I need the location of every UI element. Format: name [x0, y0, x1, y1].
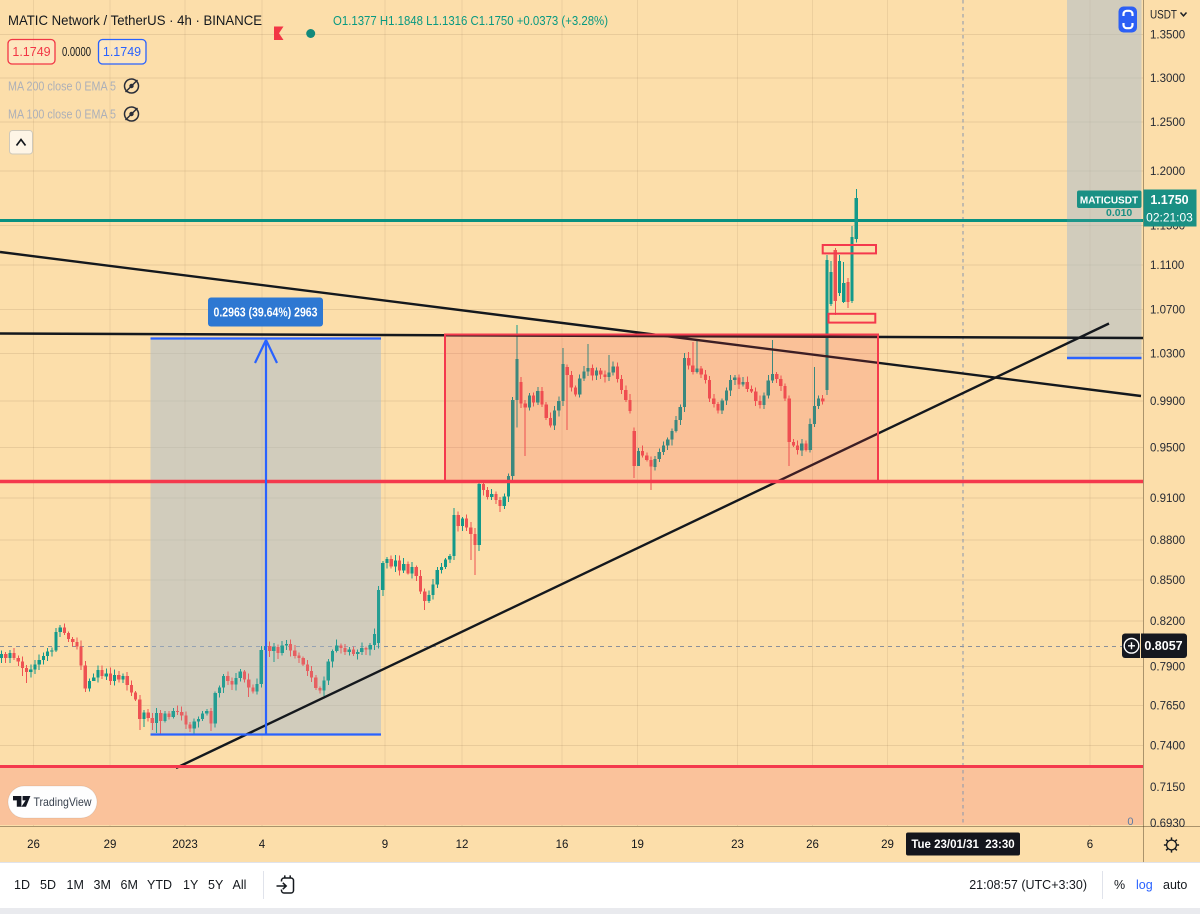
svg-text:6M: 6M: [121, 878, 138, 892]
svg-text:4: 4: [259, 839, 266, 851]
svg-text:5Y: 5Y: [208, 878, 224, 892]
svg-text:0.8200: 0.8200: [1150, 616, 1185, 628]
svg-text:0.9100: 0.9100: [1150, 493, 1185, 505]
svg-text:1.3500: 1.3500: [1150, 29, 1185, 41]
svg-text:6: 6: [1087, 839, 1093, 851]
svg-text:19: 19: [631, 839, 644, 851]
svg-text:3M: 3M: [94, 878, 111, 892]
svg-text:USDT: USDT: [1150, 10, 1177, 22]
svg-text:1.1100: 1.1100: [1150, 260, 1184, 272]
svg-text:TradingView: TradingView: [34, 795, 92, 809]
svg-text:12: 12: [456, 839, 469, 851]
svg-text:1.0700: 1.0700: [1150, 304, 1185, 316]
svg-text:0.8500: 0.8500: [1150, 575, 1185, 587]
svg-text:YTD: YTD: [147, 878, 172, 892]
svg-text:02:21:03: 02:21:03: [1146, 211, 1193, 225]
svg-text:1Y: 1Y: [183, 878, 199, 892]
svg-text:1M: 1M: [67, 878, 84, 892]
svg-text:0.7150: 0.7150: [1150, 782, 1185, 794]
svg-text:1.2000: 1.2000: [1150, 166, 1185, 178]
svg-text:2023: 2023: [172, 839, 198, 851]
svg-text:23: 23: [731, 839, 744, 851]
svg-text:MA 200 close 0 EMA 5: MA 200 close 0 EMA 5: [8, 80, 116, 94]
svg-text:0.010: 0.010: [1106, 207, 1132, 219]
svg-text:0.7400: 0.7400: [1150, 740, 1185, 752]
svg-text:1D: 1D: [14, 878, 30, 892]
svg-text:0.7650: 0.7650: [1150, 700, 1185, 712]
svg-text:O1.1377 H1.1848 L1.1316 C1.175: O1.1377 H1.1848 L1.1316 C1.1750 +0.0373 …: [333, 13, 608, 28]
svg-text:21:08:57 (UTC+3:30): 21:08:57 (UTC+3:30): [969, 878, 1087, 892]
svg-text:5D: 5D: [40, 878, 56, 892]
svg-text:log: log: [1136, 878, 1153, 892]
svg-text:0.8800: 0.8800: [1150, 535, 1185, 547]
svg-text:9: 9: [382, 839, 388, 851]
svg-text:0: 0: [1127, 816, 1133, 828]
svg-text:29: 29: [881, 839, 894, 851]
svg-text:MATICUSDT: MATICUSDT: [1080, 196, 1138, 207]
svg-text:0.0000: 0.0000: [62, 45, 91, 59]
svg-text:auto: auto: [1163, 878, 1187, 892]
svg-text:1.1750: 1.1750: [1150, 193, 1188, 207]
svg-text:MATIC Network / TetherUS · 4h: MATIC Network / TetherUS · 4h · BINANCE: [8, 12, 262, 28]
svg-text:1.2500: 1.2500: [1150, 117, 1185, 129]
svg-text:0.9500: 0.9500: [1150, 442, 1185, 454]
svg-text:16: 16: [556, 839, 569, 851]
svg-text:0.8057: 0.8057: [1144, 639, 1182, 653]
svg-text:0.9900: 0.9900: [1150, 396, 1185, 408]
svg-text:26: 26: [27, 839, 40, 851]
svg-text:0.6930: 0.6930: [1150, 818, 1185, 830]
svg-text:1.1749: 1.1749: [103, 45, 141, 59]
svg-text:29: 29: [104, 839, 117, 851]
svg-text:MA 100 close 0 EMA 5: MA 100 close 0 EMA 5: [8, 108, 116, 122]
svg-text:1.1749: 1.1749: [12, 45, 50, 59]
svg-text:1.0300: 1.0300: [1150, 348, 1185, 360]
svg-text:1.3000: 1.3000: [1150, 73, 1185, 85]
svg-text:0.2963 (39.64%) 2963: 0.2963 (39.64%) 2963: [214, 305, 318, 320]
svg-text:0.7900: 0.7900: [1150, 661, 1185, 673]
svg-text:Tue 23/01/31 23:30: Tue 23/01/31 23:30: [911, 839, 1014, 851]
svg-text:26: 26: [806, 839, 819, 851]
svg-text:All: All: [233, 878, 247, 892]
svg-text:%: %: [1114, 878, 1125, 892]
